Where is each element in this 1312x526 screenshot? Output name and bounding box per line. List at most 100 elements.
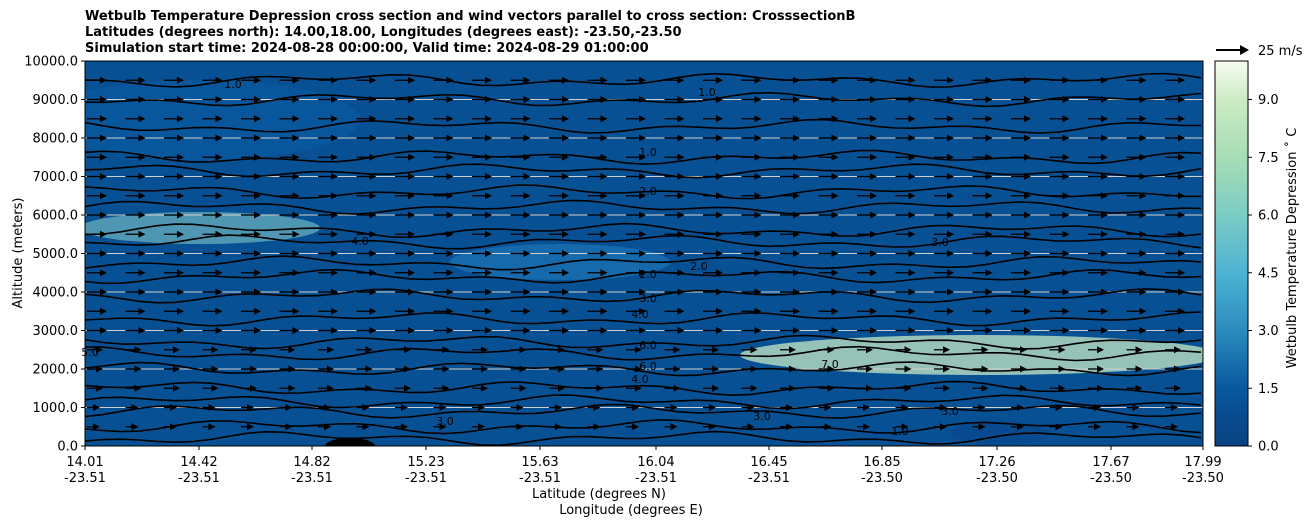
- wind-vector: [549, 327, 569, 334]
- wind-vector: [1088, 288, 1108, 296]
- y-axis: 0.0 1000.0 2000.0 3000.0 4000.0 5000.0 6000.0 7…: [24, 55, 85, 455]
- wind-vector: [164, 211, 184, 219]
- wind-vector: [395, 365, 411, 373]
- wind-vector: [202, 288, 223, 296]
- wind-vector: [664, 269, 685, 277]
- wind-vector: [587, 115, 608, 123]
- wind-vector: [818, 404, 832, 411]
- wind-vector: [1088, 346, 1104, 354]
- wind-vector: [972, 250, 993, 257]
- wind-vector: [1088, 307, 1108, 315]
- wind-vector: [741, 153, 762, 161]
- wind-vector: [510, 115, 531, 123]
- wind-vector: [202, 153, 223, 161]
- wind-vector: [972, 134, 993, 142]
- wind-vector: [857, 153, 877, 161]
- wind-vector: [664, 365, 681, 373]
- contour-line: [85, 163, 1202, 179]
- wind-vector: [510, 327, 531, 334]
- wind-vector: [857, 134, 877, 142]
- contour-line: [85, 403, 1202, 419]
- wind-vector: [664, 134, 685, 142]
- wind-vector: [895, 173, 916, 180]
- wind-vector: [1049, 307, 1070, 315]
- wind-vector: [741, 288, 762, 296]
- x-axis: 14.01-23.5114.42-23.5114.82-23.5115.23-2…: [64, 446, 1224, 486]
- wind-vector: [1126, 384, 1143, 392]
- wind-vector: [87, 346, 103, 354]
- y-axis-label: Altitude (meters): [11, 198, 26, 309]
- wind-vector: [356, 288, 377, 296]
- wind-vector: [1049, 288, 1070, 296]
- wind-vector: [279, 76, 300, 84]
- colorbar-tick-label: 4.5: [1258, 266, 1279, 281]
- wind-vector: [741, 211, 762, 219]
- wind-vector: [780, 96, 800, 103]
- wind-vector: [510, 134, 531, 142]
- wind-vector: [818, 76, 839, 84]
- wind-vector: [818, 346, 835, 354]
- wind-vector: [202, 134, 223, 142]
- wind-vector: [587, 288, 608, 296]
- wind-vector: [741, 269, 762, 277]
- wind-vector: [472, 288, 492, 296]
- colorbar-tick-label: 0.0: [1258, 440, 1279, 455]
- wind-vector: [741, 96, 762, 103]
- wind-vector: [1011, 115, 1031, 123]
- wind-vector: [125, 230, 146, 238]
- wind-vector: [279, 365, 296, 373]
- wind-vector: [356, 76, 377, 84]
- wind-vector: [202, 96, 223, 103]
- wind-vector: [472, 327, 492, 334]
- wind-vector: [1126, 230, 1147, 238]
- wind-vector: [87, 250, 107, 257]
- wind-vector: [125, 76, 146, 84]
- wind-vector: [1165, 365, 1181, 373]
- wind-vector: [895, 76, 916, 84]
- wind-vector: [202, 307, 223, 315]
- wind-vector: [626, 365, 642, 373]
- wind-vector: [433, 346, 450, 354]
- wind-vector: [510, 192, 531, 200]
- wind-vector: [472, 250, 492, 257]
- wind-vector: [1165, 96, 1185, 103]
- wind-vector: [125, 250, 146, 257]
- wind-vector: [395, 269, 415, 277]
- wind-vector: [972, 404, 986, 411]
- y-tick-label: 5000.0: [33, 247, 79, 262]
- wind-vector: [626, 288, 646, 296]
- wind-vector: [895, 269, 916, 277]
- wind-vector: [972, 115, 993, 123]
- wind-vector: [125, 288, 146, 296]
- wind-vector: [395, 173, 415, 180]
- wind-vector: [318, 192, 338, 200]
- wind-vector: [780, 384, 796, 392]
- wind-vector: [1165, 384, 1181, 392]
- wind-vector: [972, 76, 993, 84]
- wind-vector: [125, 404, 139, 411]
- contour-labels: 1.02.03.04.06.06.04.03.03.03.0 3.05.07.04…: [81, 78, 959, 438]
- wind-vector: [972, 423, 986, 431]
- wind-vector: [164, 269, 184, 277]
- wind-vector: [1011, 384, 1027, 392]
- wind-vector: [741, 384, 758, 392]
- wind-vector: [433, 250, 454, 257]
- wind-vector: [1126, 365, 1143, 373]
- wind-vector: [356, 269, 377, 277]
- wind-vector: [279, 230, 300, 238]
- wind-vector: [972, 384, 989, 392]
- wind-vector: [587, 327, 608, 334]
- wind-vector: [626, 96, 646, 103]
- quiver-key-arrowhead: [1240, 45, 1249, 55]
- wind-vector: [934, 192, 954, 200]
- wind-vector: [741, 134, 762, 142]
- wind-vector: [241, 173, 261, 180]
- wind-vector: [472, 307, 492, 315]
- wind-vector: [587, 365, 604, 373]
- wind-vector: [125, 173, 146, 180]
- wind-vector: [587, 211, 608, 219]
- wind-vector: [241, 192, 261, 200]
- wind-vector: [857, 423, 870, 431]
- wind-vector: [241, 211, 261, 219]
- y-tick-label: 6000.0: [33, 209, 79, 224]
